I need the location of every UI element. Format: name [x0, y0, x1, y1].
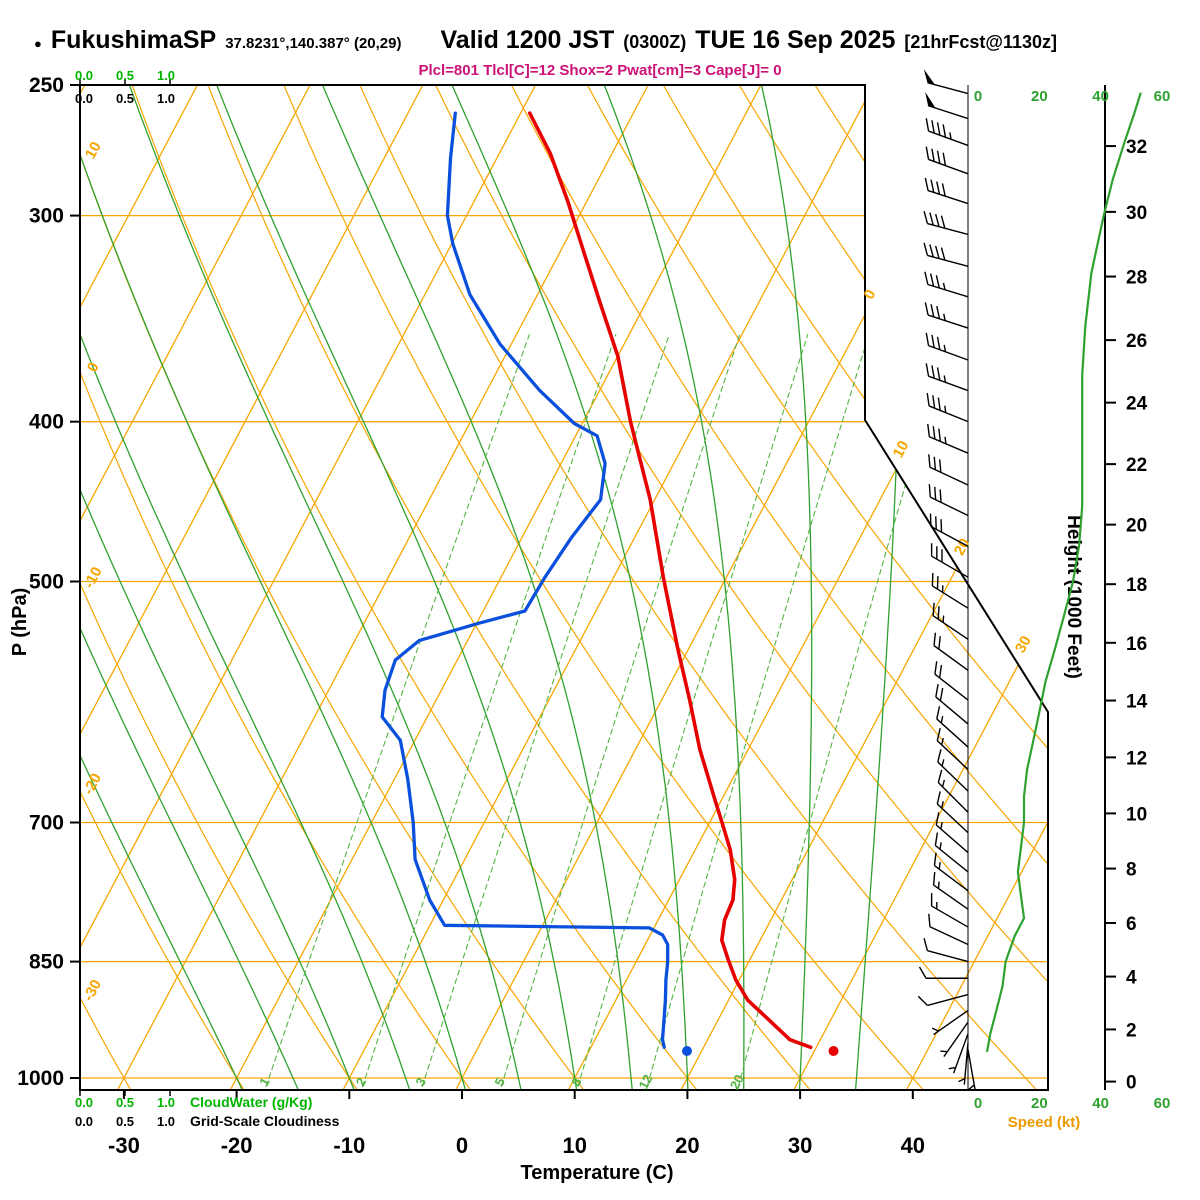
temperature-tick-label: -10 [333, 1133, 365, 1158]
isotherm-label: 20 [951, 536, 974, 559]
height-tick-label: 28 [1126, 268, 1147, 289]
height-tick-label: 22 [1126, 455, 1147, 476]
height-tick-label: 12 [1126, 748, 1147, 769]
speed-tick-label: 0 [974, 1095, 982, 1112]
gridscale-legend: Grid-Scale Cloudiness [190, 1113, 340, 1129]
height-tick-label: 2 [1126, 1020, 1137, 1041]
surface-temperature-dot [828, 1045, 839, 1056]
speed-tick-label: 20 [1031, 88, 1048, 105]
cloudwater-legend: CloudWater (g/Kg) [190, 1094, 312, 1110]
height-tick-label: 14 [1126, 692, 1148, 713]
speed-tick-label: 20 [1031, 1095, 1048, 1112]
height-tick-label: 32 [1126, 137, 1147, 158]
gridscale-scale-label: 0.5 [116, 1114, 134, 1129]
wind-barbs [917, 69, 976, 1091]
temperature-tick-label: 20 [675, 1133, 699, 1158]
mixing-ratio-label: 5 [491, 1075, 508, 1088]
height-tick-label: 26 [1126, 331, 1147, 352]
temperature-axis-title: Temperature (C) [521, 1162, 674, 1184]
height-tick-label: 4 [1126, 968, 1137, 989]
skewt-grid [80, 85, 1048, 1090]
dry-adiabat-label: 0 [84, 360, 103, 375]
cloudwater-scale-label: 1.0 [157, 1095, 175, 1110]
temperature-tick-label: -20 [221, 1133, 253, 1158]
valid-zulu: (0300Z) [623, 32, 687, 52]
height-tick-label: 16 [1126, 634, 1147, 655]
mixing-ratio-label: 20 [727, 1072, 747, 1092]
pressure-tick-label: 400 [29, 411, 64, 434]
isotherm-label: 0 [861, 287, 880, 302]
temperature-tick-label: 10 [562, 1133, 586, 1158]
isotherm-label: 10 [890, 438, 913, 461]
temperature-curve [527, 111, 813, 1050]
mixing-ratio-label: 12 [636, 1072, 656, 1092]
height-tick-label: 10 [1126, 804, 1147, 825]
surface-dewpoint-dot [682, 1045, 693, 1056]
height-tick-label: 30 [1126, 203, 1147, 224]
gridscale-scale-label: 0.5 [116, 91, 134, 106]
sounding-parameters: Plcl=801 Tlcl[C]=12 Shox=2 Pwat[cm]=3 Ca… [418, 62, 782, 79]
station-bullet-icon: ● [34, 36, 42, 51]
valid-date: TUE 16 Sep 2025 [695, 26, 896, 54]
temperature-tick-label: 40 [901, 1133, 925, 1158]
dry-adiabat-label: -10 [80, 564, 105, 591]
sounding-profiles [380, 111, 839, 1056]
cloudwater-scale-label: 1.0 [157, 68, 175, 83]
mixing-ratio-label: 3 [412, 1075, 429, 1088]
height-tick-label: 20 [1126, 516, 1147, 537]
speed-tick-label: 0 [974, 88, 982, 105]
cloudwater-scale-label: 0.0 [75, 1095, 93, 1110]
dewpoint-curve [380, 111, 670, 1049]
wind-speed-panel [986, 92, 1142, 1053]
pressure-tick-label: 1000 [17, 1067, 64, 1090]
cloudwater-scale-label: 0.0 [75, 68, 93, 83]
cloudwater-scale-label: 0.5 [116, 1095, 134, 1110]
forecast-lead: [21hrFcst@1130z] [904, 32, 1057, 52]
temperature-tick-label: 30 [788, 1133, 812, 1158]
speed-tick-label: 40 [1092, 88, 1109, 105]
temperature-tick-label: -30 [108, 1133, 140, 1158]
pressure-tick-label: 500 [29, 571, 64, 594]
dry-adiabat-label: -30 [80, 977, 105, 1004]
speed-tick-label: 60 [1154, 1095, 1171, 1112]
pressure-tick-label: 300 [29, 205, 64, 228]
height-tick-label: 6 [1126, 914, 1137, 935]
height-axis-title: Height (1000 Feet) [1063, 515, 1084, 679]
dry-adiabat-label: -20 [80, 771, 105, 798]
height-tick-label: 0 [1126, 1073, 1137, 1094]
speed-tick-label: 60 [1154, 88, 1171, 105]
pressure-tick-label: 850 [29, 951, 64, 974]
station-name: FukushimaSP [50, 26, 217, 54]
temperature-tick-label: 0 [456, 1133, 468, 1158]
height-tick-label: 24 [1126, 394, 1148, 415]
plot-frame [79, 79, 1106, 1096]
gridscale-scale-label: 1.0 [157, 91, 175, 106]
gridscale-scale-label: 0.0 [75, 1114, 93, 1129]
speed-axis-title: Speed (kt) [1008, 1114, 1081, 1131]
cloudwater-scale-label: 0.5 [116, 68, 134, 83]
pressure-tick-label: 700 [29, 812, 64, 835]
wind-speed-curve [986, 92, 1142, 1053]
speed-tick-label: 40 [1092, 1095, 1109, 1112]
mixing-ratio-label: 1 [256, 1075, 273, 1088]
pressure-axis-title: P (hPa) [9, 588, 31, 657]
valid-time: Valid 1200 JST [440, 26, 615, 54]
height-tick-label: 18 [1126, 575, 1147, 596]
dry-adiabat-label: 10 [82, 139, 105, 162]
station-coords: 37.8231°,140.387° (20,29) [225, 35, 402, 52]
chart-header: ● FukushimaSP 37.8231°,140.387° (20,29) … [34, 26, 1057, 55]
gridscale-scale-label: 0.0 [75, 91, 93, 106]
height-tick-label: 8 [1126, 860, 1137, 881]
isotherm-label: 30 [1012, 633, 1035, 656]
pressure-tick-label: 250 [29, 74, 64, 97]
gridscale-scale-label: 1.0 [157, 1114, 175, 1129]
